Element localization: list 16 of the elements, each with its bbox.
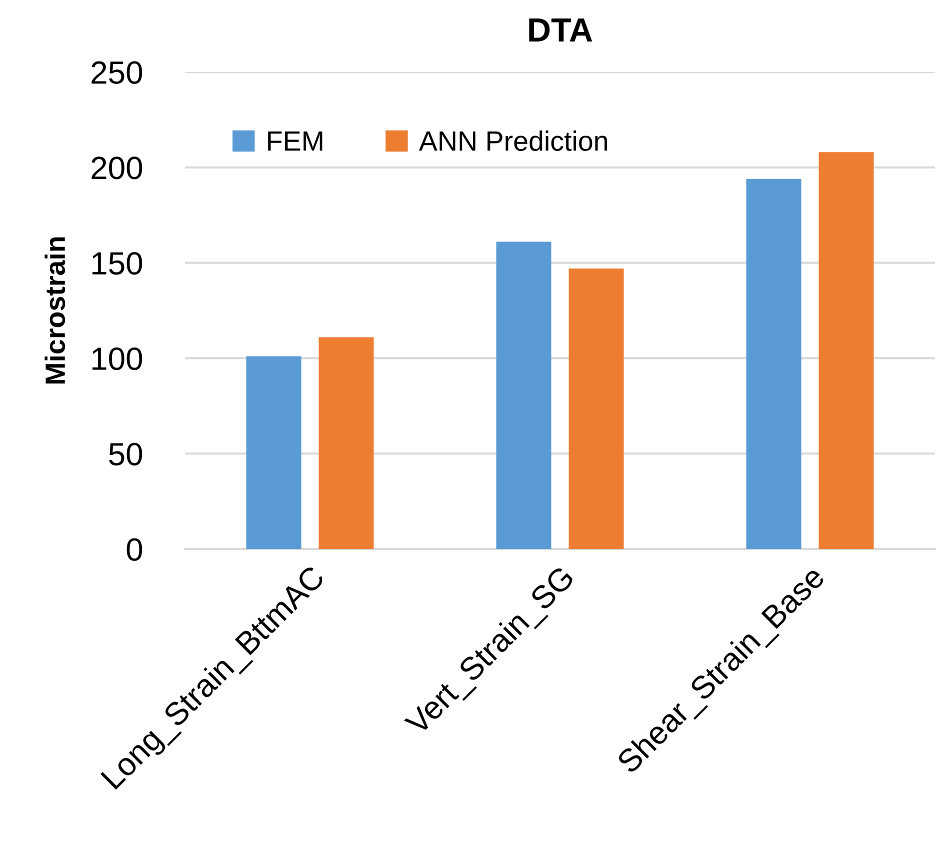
- legend-label: ANN Prediction: [418, 130, 607, 151]
- bar: [246, 356, 302, 549]
- chart-title: DTA: [529, 18, 592, 42]
- y-tick-label: 50: [109, 442, 142, 466]
- y-tick-label: 250: [92, 61, 142, 84]
- legend-label: FEM: [268, 132, 322, 151]
- bar: [818, 152, 874, 549]
- y-tick-label: 0: [126, 538, 142, 561]
- y-tick-label: 100: [92, 347, 142, 370]
- y-tick-label: 200: [92, 156, 142, 180]
- y-axis-title: Microstrain: [44, 237, 66, 384]
- bar: [568, 268, 624, 549]
- y-tick-label: 150: [92, 252, 142, 275]
- bar: [496, 242, 552, 549]
- bar: [318, 337, 374, 549]
- bar: [746, 178, 802, 549]
